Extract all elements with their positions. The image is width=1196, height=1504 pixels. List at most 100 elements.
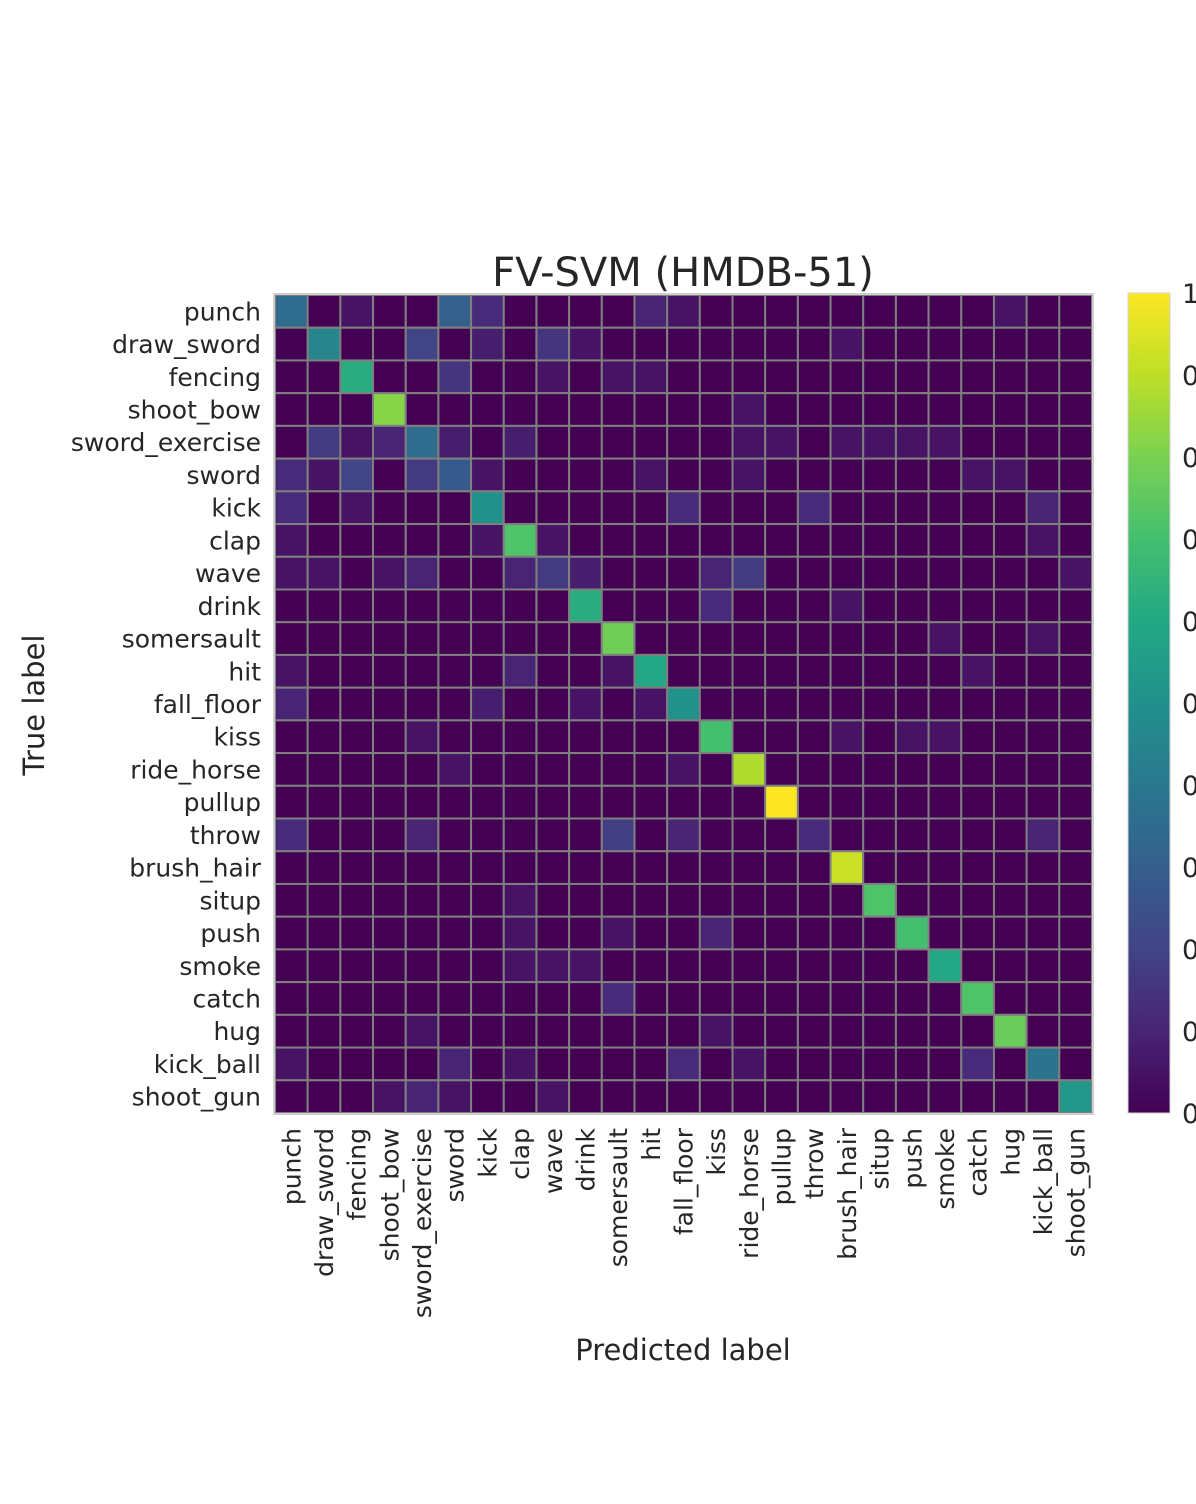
heatmap-cell-kick_ball-hit	[633, 1046, 669, 1082]
heatmap-cell-shoot_bow-punch	[274, 392, 309, 427]
heatmap-cell-hug-ride_horse	[731, 1013, 767, 1049]
heatmap-cell-ride_horse-fall_floor	[666, 752, 701, 787]
heatmap-cell-sword_exercise-punch	[274, 424, 309, 460]
heatmap-cell-kick_ball-throw	[796, 1046, 832, 1082]
heatmap-cell-hug-pullup	[764, 1013, 799, 1049]
heatmap-cell-somersault-catch	[960, 621, 995, 656]
heatmap-cell-catch-clap	[502, 981, 538, 1016]
heatmap-cell-shoot_gun-shoot_gun	[1058, 1079, 1093, 1115]
heatmap-cell-hug-kick_ball	[1025, 1013, 1061, 1049]
heatmap-cell-ride_horse-push	[894, 752, 930, 787]
heatmap-cell-kick_ball-kiss	[698, 1046, 734, 1082]
heatmap-cell-throw-shoot_gun	[1058, 817, 1093, 853]
heatmap-cell-catch-catch	[960, 981, 995, 1016]
heatmap-cell-push-hug	[992, 915, 1028, 951]
heatmap-cell-clap-wave	[535, 523, 571, 558]
heatmap-cell-sword-sword	[437, 457, 473, 493]
heatmap-cell-smoke-punch	[274, 948, 309, 984]
heatmap-cell-shoot_gun-ride_horse	[731, 1079, 767, 1115]
heatmap-cell-hit-smoke	[927, 653, 963, 689]
heatmap-cell-clap-clap	[502, 523, 538, 558]
heatmap-cell-hit-shoot_gun	[1058, 653, 1093, 689]
heatmap-cell-clap-drink	[568, 523, 603, 558]
heatmap-cell-kiss-kick	[470, 719, 505, 755]
heatmap-cell-kick-draw_sword	[306, 490, 342, 526]
heatmap-cell-shoot_bow-smoke	[927, 392, 963, 427]
heatmap-cell-punch-shoot_gun	[1058, 294, 1093, 329]
heatmap-cell-shoot_bow-throw	[796, 392, 832, 427]
heatmap-cell-push-pullup	[764, 915, 799, 951]
heatmap-cell-hit-sword	[437, 653, 473, 689]
heatmap-cell-wave-catch	[960, 555, 995, 591]
heatmap-cell-sword_exercise-draw_sword	[306, 424, 342, 460]
heatmap-cell-push-clap	[502, 915, 538, 951]
heatmap-cell-fall_floor-kick	[470, 686, 505, 722]
y-tick-label-catch: catch	[193, 984, 261, 1013]
heatmap-cell-push-situp	[862, 915, 897, 951]
heatmap-cell-hit-hug	[992, 653, 1028, 689]
heatmap-cell-drink-kick	[470, 588, 505, 624]
heatmap-cell-fall_floor-drink	[568, 686, 603, 722]
heatmap-cell-situp-brush_hair	[829, 882, 865, 918]
heatmap-cell-hug-fencing	[339, 1013, 375, 1049]
x-tick-label-sword_exercise: sword_exercise	[408, 1128, 437, 1318]
heatmap-cell-push-kiss	[698, 915, 734, 951]
heatmap-cell-sword_exercise-shoot_gun	[1058, 424, 1093, 460]
heatmap-cell-shoot_gun-somersault	[600, 1079, 636, 1115]
heatmap-cell-push-sword_exercise	[404, 915, 440, 951]
heatmap-cell-clap-situp	[862, 523, 897, 558]
heatmap-cell-clap-shoot_bow	[372, 523, 407, 558]
heatmap-cell-kiss-shoot_gun	[1058, 719, 1093, 755]
heatmap-cell-clap-punch	[274, 523, 309, 558]
heatmap-cell-sword_exercise-wave	[535, 424, 571, 460]
heatmap-cell-sword_exercise-smoke	[927, 424, 963, 460]
heatmap-cell-shoot_bow-clap	[502, 392, 538, 427]
heatmap-cell-wave-shoot_gun	[1058, 555, 1093, 591]
heatmap-cell-smoke-shoot_bow	[372, 948, 407, 984]
heatmap-cell-catch-kick	[470, 981, 505, 1016]
heatmap-cell-catch-hit	[633, 981, 669, 1016]
heatmap-cell-fencing-somersault	[600, 359, 636, 395]
heatmap-cell-fall_floor-pullup	[764, 686, 799, 722]
heatmap-cell-pullup-shoot_gun	[1058, 784, 1093, 820]
heatmap-cell-wave-ride_horse	[731, 555, 767, 591]
heatmap-cell-situp-push	[894, 882, 930, 918]
heatmap-cell-smoke-catch	[960, 948, 995, 984]
heatmap-cell-hug-hug	[992, 1013, 1028, 1049]
heatmap-cell-clap-ride_horse	[731, 523, 767, 558]
heatmap-cell-somersault-smoke	[927, 621, 963, 656]
heatmap-cell-hug-fall_floor	[666, 1013, 701, 1049]
heatmap-cell-throw-brush_hair	[829, 817, 865, 853]
heatmap-cell-kick-throw	[796, 490, 832, 526]
heatmap-cell-brush_hair-fencing	[339, 850, 375, 885]
heatmap-cell-kick-punch	[274, 490, 309, 526]
heatmap-cell-situp-kick_ball	[1025, 882, 1061, 918]
heatmap-cell-hit-kick	[470, 653, 505, 689]
heatmap-cell-fencing-fall_floor	[666, 359, 701, 395]
x-tick-label-drink: drink	[571, 1127, 600, 1191]
heatmap-cell-punch-draw_sword	[306, 294, 342, 329]
heatmap-cell-draw_sword-pullup	[764, 326, 799, 362]
heatmap-cell-wave-throw	[796, 555, 832, 591]
heatmap-cell-sword_exercise-clap	[502, 424, 538, 460]
colorbar-tick-label: 0.5	[1182, 689, 1196, 720]
heatmap-cell-kick_ball-sword_exercise	[404, 1046, 440, 1082]
heatmap-cell-pullup-ride_horse	[731, 784, 767, 820]
heatmap-cell-drink-shoot_bow	[372, 588, 407, 624]
heatmap-cell-catch-punch	[274, 981, 309, 1016]
heatmap-cell-throw-clap	[502, 817, 538, 853]
heatmap-cell-fall_floor-clap	[502, 686, 538, 722]
heatmap-cell-somersault-brush_hair	[829, 621, 865, 656]
heatmap-cell-pullup-sword	[437, 784, 473, 820]
heatmap-cell-hit-sword_exercise	[404, 653, 440, 689]
heatmap-cell-sword-sword_exercise	[404, 457, 440, 493]
heatmap-cell-kick-drink	[568, 490, 603, 526]
heatmap-cell-catch-hug	[992, 981, 1028, 1016]
heatmap-cell-hug-situp	[862, 1013, 897, 1049]
heatmap-cell-brush_hair-draw_sword	[306, 850, 342, 885]
heatmap-cell-fall_floor-brush_hair	[829, 686, 865, 722]
heatmap-cell-shoot_bow-fencing	[339, 392, 375, 427]
x-axis-label: Predicted label	[575, 1333, 791, 1367]
heatmap-cell-brush_hair-kiss	[698, 850, 734, 885]
heatmap-cell-draw_sword-kiss	[698, 326, 734, 362]
